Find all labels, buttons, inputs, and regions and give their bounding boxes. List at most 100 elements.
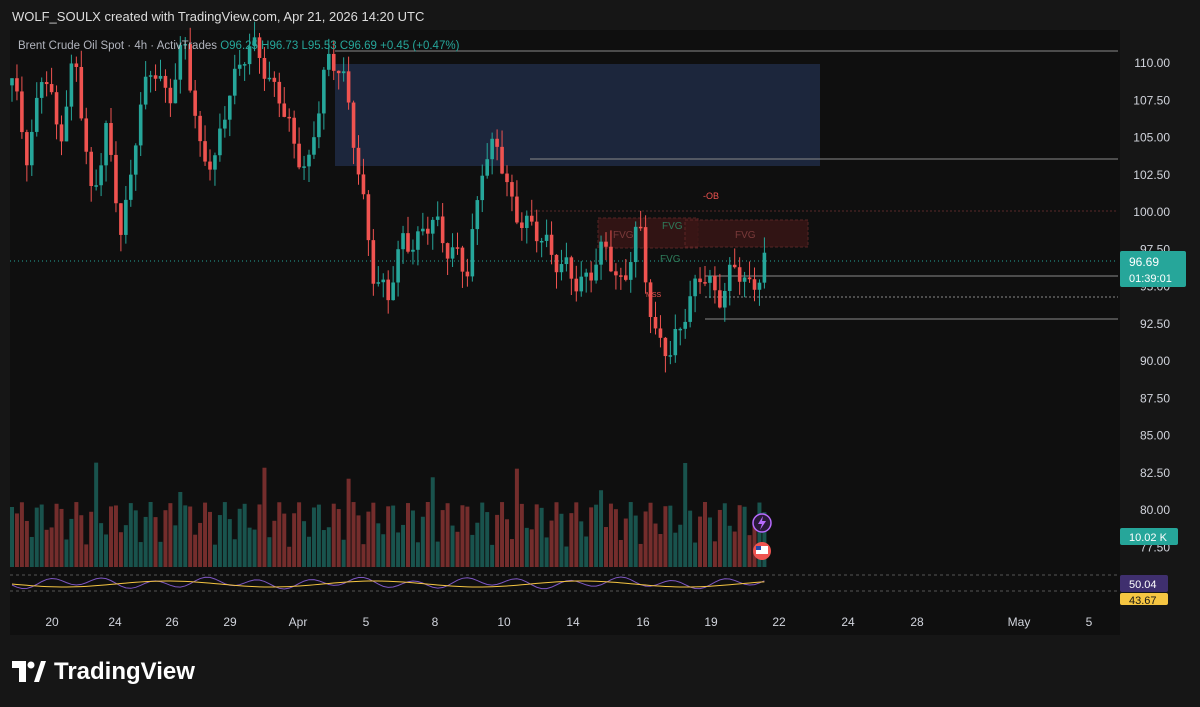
candle-body[interactable]	[183, 44, 188, 46]
candle-body[interactable]	[525, 215, 529, 228]
candle-body[interactable]	[584, 272, 588, 277]
candle-body[interactable]	[346, 71, 351, 103]
candle-body[interactable]	[594, 264, 598, 281]
candle-body[interactable]	[64, 106, 69, 142]
candle-body[interactable]	[302, 166, 306, 168]
candle-body[interactable]	[495, 138, 499, 147]
candle-body[interactable]	[287, 116, 291, 119]
candle-body[interactable]	[331, 53, 336, 71]
candle-body[interactable]	[356, 147, 361, 175]
candle-body[interactable]	[208, 161, 212, 170]
candle-body[interactable]	[693, 278, 697, 297]
candle-body[interactable]	[411, 249, 415, 252]
candle-body[interactable]	[228, 95, 232, 120]
candle-body[interactable]	[391, 282, 395, 301]
candle-body[interactable]	[15, 78, 19, 92]
candle-body[interactable]	[624, 275, 628, 280]
candle-body[interactable]	[34, 97, 39, 132]
candle-body[interactable]	[727, 264, 732, 291]
candle-body[interactable]	[257, 37, 262, 58]
candle-body[interactable]	[173, 79, 178, 104]
candle-body[interactable]	[322, 69, 326, 114]
candle-body[interactable]	[544, 234, 549, 241]
candle-body[interactable]	[94, 185, 98, 187]
candle-body[interactable]	[416, 231, 420, 250]
candle-body[interactable]	[658, 328, 663, 338]
candle-body[interactable]	[589, 272, 593, 281]
candle-body[interactable]	[336, 70, 341, 74]
candle-body[interactable]	[505, 173, 509, 183]
candle-body[interactable]	[515, 196, 519, 223]
candle-body[interactable]	[440, 216, 445, 244]
candle-body[interactable]	[604, 241, 608, 247]
candle-body[interactable]	[312, 137, 316, 155]
candle-body[interactable]	[648, 282, 653, 317]
candle-body[interactable]	[480, 175, 485, 201]
candle-body[interactable]	[163, 75, 168, 88]
candle-body[interactable]	[762, 252, 767, 283]
candle-body[interactable]	[247, 46, 252, 65]
candle-body[interactable]	[742, 277, 747, 282]
candle-body[interactable]	[752, 279, 757, 290]
candle-body[interactable]	[143, 76, 148, 105]
candle-body[interactable]	[485, 159, 489, 176]
candle-body[interactable]	[317, 113, 321, 138]
candle-body[interactable]	[609, 246, 613, 272]
candle-body[interactable]	[718, 290, 722, 308]
candle-body[interactable]	[381, 279, 386, 283]
candle-body[interactable]	[673, 328, 678, 356]
candle-body[interactable]	[406, 233, 410, 252]
candle-body[interactable]	[366, 194, 371, 241]
candle-body[interactable]	[614, 271, 618, 276]
candle-body[interactable]	[465, 271, 470, 277]
candle-body[interactable]	[475, 200, 480, 230]
candle-body[interactable]	[262, 57, 267, 79]
candle-body[interactable]	[84, 118, 89, 152]
candle-body[interactable]	[534, 221, 539, 242]
candle-body[interactable]	[193, 90, 197, 116]
candle-body[interactable]	[643, 227, 648, 283]
candle-body[interactable]	[633, 226, 638, 263]
candle-body[interactable]	[569, 257, 574, 279]
candle-body[interactable]	[688, 296, 692, 322]
candle-body[interactable]	[529, 215, 534, 222]
candle-body[interactable]	[158, 75, 163, 79]
candle-body[interactable]	[277, 81, 282, 104]
candle-body[interactable]	[198, 115, 202, 142]
candle-body[interactable]	[341, 71, 346, 74]
candle-body[interactable]	[396, 249, 400, 283]
candle-body[interactable]	[579, 276, 584, 292]
candle-body[interactable]	[490, 138, 494, 160]
candle-body[interactable]	[500, 146, 504, 174]
candle-body[interactable]	[292, 117, 296, 144]
candle-body[interactable]	[218, 128, 222, 156]
candle-body[interactable]	[74, 63, 79, 67]
candle-body[interactable]	[232, 68, 237, 96]
candle-body[interactable]	[703, 282, 707, 284]
candle-body[interactable]	[653, 316, 658, 329]
candle-body[interactable]	[99, 165, 103, 186]
candle-body[interactable]	[49, 84, 54, 93]
candle-body[interactable]	[89, 151, 93, 186]
candle-body[interactable]	[554, 254, 559, 273]
candle-body[interactable]	[599, 241, 603, 265]
candle-body[interactable]	[54, 92, 59, 125]
candle-body[interactable]	[628, 262, 633, 280]
candle-body[interactable]	[361, 174, 366, 195]
candle-body[interactable]	[114, 154, 118, 204]
candle-body[interactable]	[10, 78, 14, 86]
candle-body[interactable]	[678, 328, 683, 331]
candle-body[interactable]	[376, 282, 381, 284]
candle-body[interactable]	[455, 247, 460, 249]
candle-body[interactable]	[683, 321, 687, 329]
candle-body[interactable]	[663, 337, 668, 357]
candle-body[interactable]	[574, 278, 579, 292]
candle-body[interactable]	[619, 275, 623, 277]
candle-body[interactable]	[371, 240, 376, 284]
candle-body[interactable]	[104, 123, 108, 166]
candle-body[interactable]	[129, 174, 133, 200]
candle-body[interactable]	[59, 124, 64, 142]
candle-body[interactable]	[638, 226, 643, 229]
candle-body[interactable]	[327, 53, 331, 70]
